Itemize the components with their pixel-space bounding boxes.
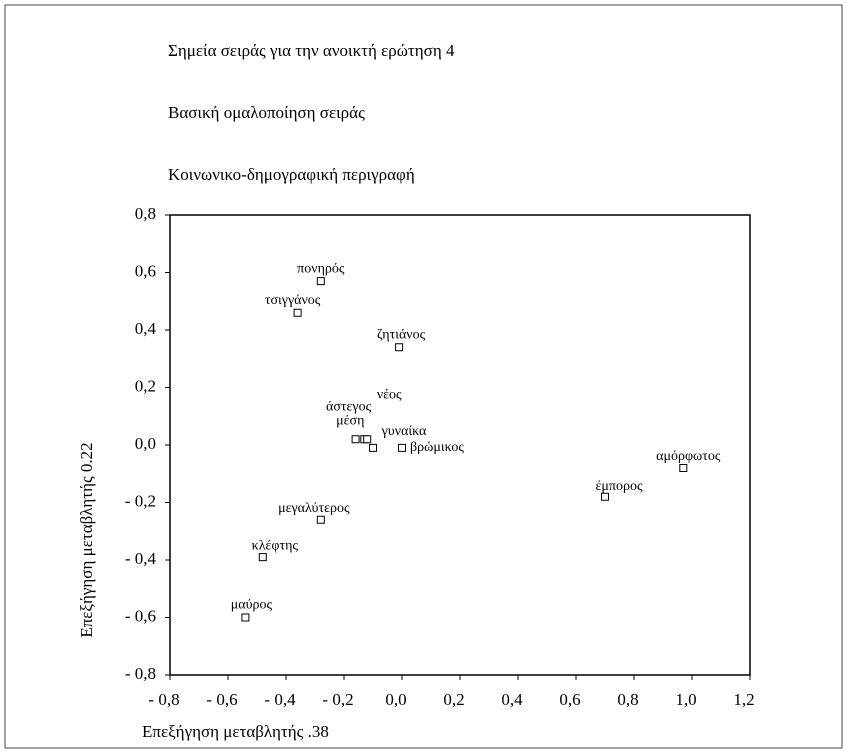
x-axis-label: Επεξήγηση μεταβλητής .38 [142,722,329,741]
y-tick-label: - 0,8 [125,664,156,683]
point-label: έμπορος [596,479,643,494]
point [316,277,325,286]
y-tick-label: 0,2 [135,376,156,395]
point [258,553,267,562]
frame [4,4,843,749]
point [316,515,325,524]
x-tick-label: 0,0 [385,690,406,709]
point-label: μαύρος [231,598,273,613]
x-tick-label: 1,2 [733,690,754,709]
y-tick-label: 0,6 [135,261,156,280]
point-label: τσιγγάνος [265,293,321,308]
x-tick-label: 0,6 [559,690,580,709]
y-tick-label: - 0,4 [125,549,157,568]
y-tick-label: 0,4 [135,319,157,338]
x-tick-label: 1,0 [675,690,696,709]
point [369,443,377,452]
x-tick-label: - 0,8 [148,690,179,709]
x-tick-label: 0,4 [501,690,523,709]
y-tick-label: 0,0 [135,434,156,453]
y-tick-label: - 0,2 [125,491,156,510]
point [293,308,302,317]
point-label: γυναίκα [381,424,427,439]
point-label: αμόρφωτος [656,449,721,464]
y-tick-label: - 0,6 [125,606,156,625]
y-axis-label: Επεξήγηση μεταβλητής 0.22 [77,442,96,637]
x-tick-label: - 0,2 [322,690,353,709]
point [363,435,372,444]
chart-subtitle: Βασική ομαλοποίηση σειράς [168,103,365,122]
point [395,343,404,352]
point [601,492,609,501]
chart-title: Σημεία σειράς για την ανοικτή ερώτηση 4 [168,41,455,60]
y-tick-label: 0,8 [135,204,156,223]
point-label: μεγαλύτερος [278,501,350,516]
point [241,613,250,622]
point-label: άστεγος [326,399,372,414]
point [679,464,688,472]
point [351,435,360,444]
point-label: βρώμικος [410,440,464,455]
chart-subtitle: Κοινωνικο-δημογραφική περιγραφή [168,165,415,184]
point-label: μέση [336,413,364,428]
x-tick-label: 0,8 [617,690,638,709]
point-label: νέος [377,387,402,402]
x-tick-label: 0,2 [443,690,464,709]
x-tick-label: - 0,6 [206,690,237,709]
point-label: ζητιάνος [377,327,426,342]
point [398,443,406,452]
point-label: πονηρός [297,261,345,276]
x-tick-label: - 0,4 [264,690,296,709]
point-label: κλέφτης [252,538,299,553]
